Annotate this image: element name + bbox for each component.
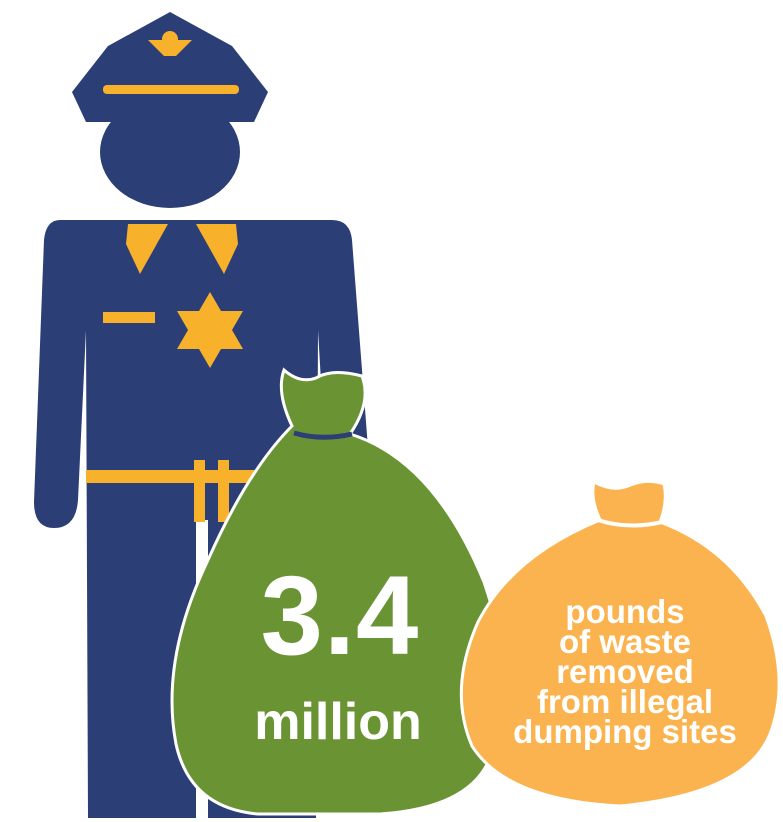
stat-description-line: removed bbox=[556, 653, 694, 690]
stat-description-line: of waste bbox=[558, 623, 692, 660]
stat-number: 3.4 bbox=[260, 553, 420, 678]
waste-bag-small bbox=[459, 479, 781, 808]
stat-description-line: pounds bbox=[565, 593, 685, 630]
stat-description-line: from illegal bbox=[536, 683, 714, 720]
officer-head bbox=[100, 96, 240, 208]
waste-bag-icon bbox=[459, 479, 781, 808]
police-cap-icon bbox=[72, 12, 268, 122]
stat-unit: million bbox=[254, 693, 422, 751]
stat-description-line: dumping sites bbox=[513, 713, 737, 750]
cap-emblem-icon bbox=[148, 40, 192, 56]
stat-description: pounds of waste removed from illegal dum… bbox=[500, 593, 750, 750]
